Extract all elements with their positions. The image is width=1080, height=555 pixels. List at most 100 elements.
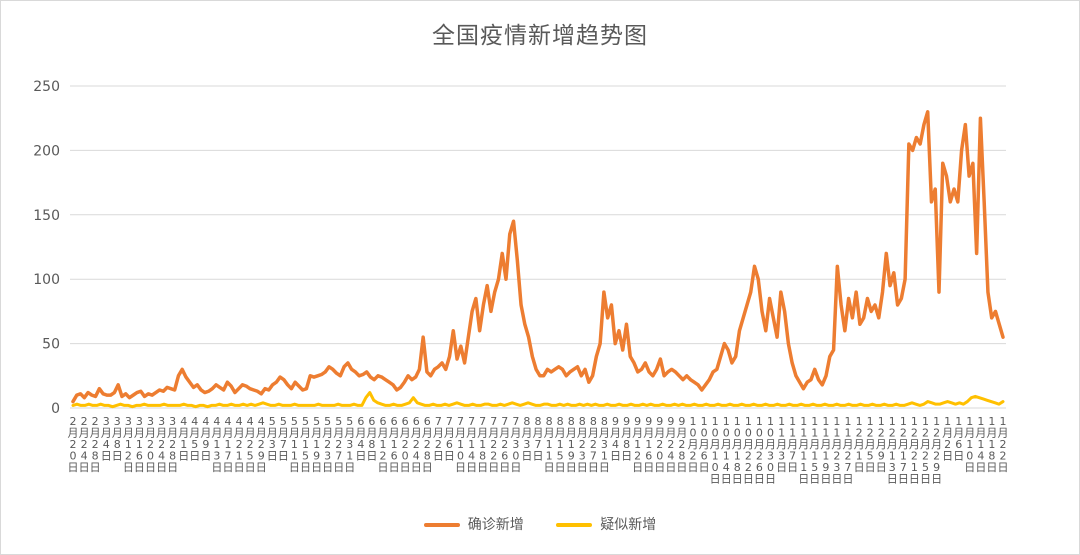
y-tick-label: 0 bbox=[51, 401, 60, 417]
legend-swatch-suspected bbox=[556, 523, 593, 527]
legend-item-confirmed[interactable]: 确诊新增 bbox=[423, 514, 524, 534]
y-tick-label: 250 bbox=[33, 79, 60, 95]
y-tick-labels: 0 50 100 150 200 250 bbox=[33, 79, 60, 417]
y-tick-label: 50 bbox=[42, 337, 60, 353]
y-tick-label: 100 bbox=[33, 272, 60, 288]
chart-title: 全国疫情新增趋势图 bbox=[432, 23, 648, 49]
series-lines bbox=[71, 110, 1005, 409]
legend-label-suspected: 疑似新增 bbox=[600, 517, 657, 533]
y-tick-label: 200 bbox=[33, 143, 60, 159]
legend-item-suspected[interactable]: 疑似新增 bbox=[556, 514, 656, 534]
y-tick-label: 150 bbox=[33, 208, 60, 224]
x-tick-labels: 2 月 2 0 日2 月 2 4 日2 月 2 8 日3 月 4 日3 月 8 日3 月 1 2 日3 月 1 6 日3 月 2 0 日3 月… bbox=[68, 415, 1009, 486]
series-line-suspected bbox=[71, 391, 1005, 409]
legend-label-confirmed: 确诊新增 bbox=[467, 517, 524, 533]
legend: 确诊新增 疑似新增 bbox=[0, 514, 1080, 534]
